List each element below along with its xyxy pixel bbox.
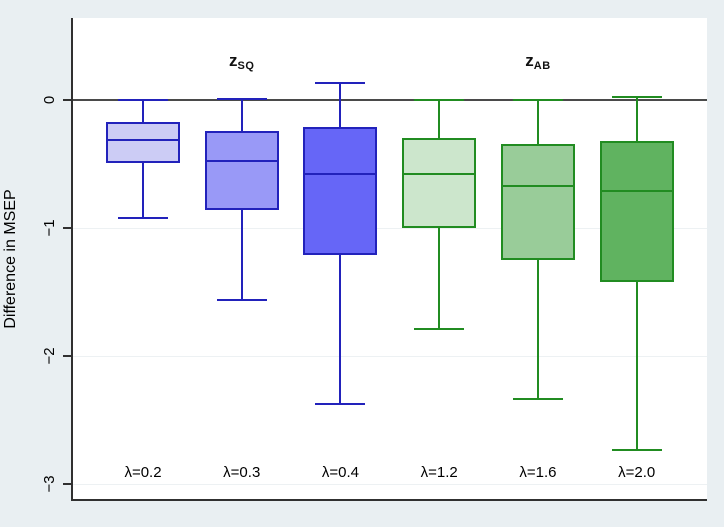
x-category-label: λ=1.6: [519, 464, 557, 481]
boxplot-λ=1.6: [73, 18, 707, 499]
whisker-upper: [438, 99, 441, 139]
boxplot-λ=1.2: [73, 18, 707, 499]
whisker-cap-lower: [611, 448, 662, 451]
whisker-upper: [142, 99, 144, 122]
box-rect: [106, 121, 180, 163]
whisker-lower: [536, 260, 539, 399]
boxplot-λ=0.4: [73, 18, 707, 499]
whisker-cap-lower: [216, 298, 267, 301]
group-label-subscript: AB: [533, 60, 551, 72]
whisker-cap-upper: [611, 96, 662, 99]
x-category-label: λ=2.0: [618, 464, 656, 481]
group-label-subscript: SQ: [237, 60, 255, 72]
median-line: [599, 189, 674, 192]
whisker-cap-lower: [315, 402, 366, 405]
median-line: [303, 173, 378, 176]
box-rect: [599, 140, 674, 282]
median-line: [402, 173, 477, 176]
median-line: [204, 160, 279, 163]
whisker-lower: [142, 162, 144, 218]
whisker-lower: [438, 228, 441, 330]
whisker-cap-upper: [315, 82, 366, 85]
whisker-cap-upper: [216, 97, 267, 100]
whisker-upper: [240, 98, 243, 131]
whisker-cap-lower: [118, 216, 168, 219]
whisker-cap-upper: [118, 98, 168, 101]
x-category-label: λ=0.3: [223, 464, 261, 481]
plot-area: zSQ zAB λ=0.2 λ=0.3 λ=0.4 λ=1.2 λ=1.6 λ=2.0: [71, 18, 707, 501]
median-line: [106, 138, 180, 141]
group-label-zsq: zSQ: [202, 51, 282, 72]
boxplot-λ=2.0: [73, 18, 707, 499]
whisker-lower: [635, 281, 638, 450]
whisker-cap-lower: [414, 328, 465, 331]
group-label-zab: zAB: [498, 51, 578, 72]
whisker-upper: [635, 97, 638, 141]
boxplot-λ=0.2: [73, 18, 707, 499]
whisker-upper: [339, 83, 342, 127]
whisker-cap-upper: [512, 98, 563, 101]
y-tick-mark: [63, 355, 71, 358]
x-category-label: λ=0.2: [124, 464, 162, 481]
box-rect: [303, 126, 378, 255]
whisker-cap-upper: [414, 98, 465, 101]
y-tick-mark: [63, 483, 71, 486]
whisker-upper: [536, 99, 539, 144]
median-line: [500, 184, 575, 187]
whisker-lower: [339, 255, 342, 404]
group-label-main: z: [525, 51, 534, 70]
whisker-lower: [240, 210, 243, 300]
x-category-label: λ=1.2: [420, 464, 458, 481]
boxplot-λ=0.3: [73, 18, 707, 499]
y-tick-mark: [63, 98, 71, 101]
x-category-label: λ=0.4: [321, 464, 360, 481]
whisker-cap-lower: [512, 397, 563, 400]
box-rect: [204, 130, 279, 211]
box-rect: [402, 138, 477, 229]
box-rect: [500, 143, 575, 261]
y-tick-mark: [63, 227, 71, 230]
group-label-main: z: [229, 51, 238, 70]
